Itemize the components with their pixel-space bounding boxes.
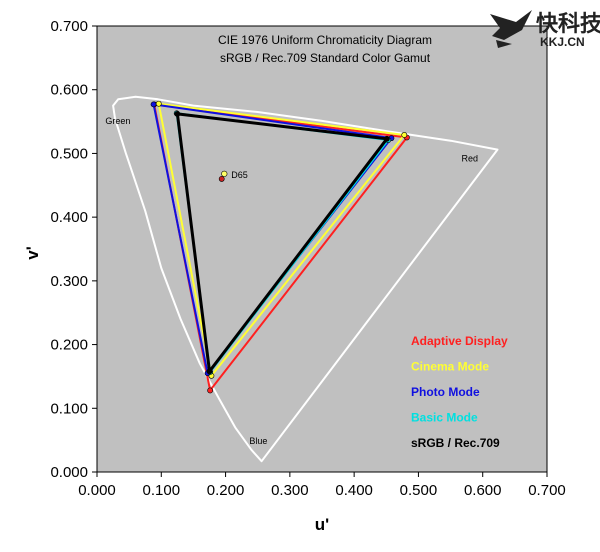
y-tick-label: 0.600	[50, 82, 88, 99]
vertex-point-photo-mode-0	[150, 101, 157, 108]
legend-entry-basic-mode: Basic Mode	[411, 411, 478, 425]
region-label-blue: Blue	[249, 436, 267, 446]
watermark-brand: 快科技	[536, 12, 600, 37]
y-tick-label: 0.500	[50, 145, 88, 162]
x-tick-label: 0.700	[528, 482, 566, 499]
chart-title: CIE 1976 Uniform Chromaticity Diagram	[218, 33, 432, 47]
chart-subtitle: sRGB / Rec.709 Standard Color Gamut	[220, 51, 431, 65]
white-point-marker	[221, 170, 228, 177]
vertex-point-adaptive-display-2	[207, 387, 214, 394]
x-axis: 0.000 0.100 0.200 0.300 0.400 0.500 0.600 0.700	[78, 472, 566, 499]
y-tick-label: 0.700	[50, 18, 88, 35]
vertex-point-srgb-rec-709-0	[174, 111, 181, 117]
vertex-markers: D65	[150, 100, 410, 394]
y-tick-label: 0.400	[50, 209, 88, 226]
white-point-marker-measured	[218, 176, 225, 182]
y-tick-label: 0.200	[50, 337, 88, 354]
white-point-label: D65	[231, 170, 248, 180]
gamut-triangle-cinema-mode	[157, 102, 406, 377]
legend: Adaptive Display Cinema Mode Photo Mode Bas…	[411, 334, 508, 450]
plot-area	[96, 25, 548, 473]
region-label-red: Red	[462, 154, 479, 164]
kkj-watermark: 快科技 KKJ.CN	[490, 10, 600, 49]
x-axis-label: u'	[315, 515, 329, 534]
x-tick-label: 0.400	[335, 482, 373, 499]
gamut-triangle-srgb-rec-709	[175, 112, 389, 373]
bird-logo-icon	[490, 10, 532, 48]
legend-entry-cinema-mode: Cinema Mode	[411, 360, 489, 374]
x-tick-label: 0.000	[78, 482, 116, 499]
x-tick-label: 0.100	[143, 482, 181, 499]
x-tick-label: 0.300	[271, 482, 309, 499]
x-tick-label: 0.500	[400, 482, 438, 499]
x-tick-label: 0.600	[464, 482, 502, 499]
vertex-point-cinema-mode-1	[401, 132, 408, 138]
region-labels: Green Red Blue	[105, 116, 478, 446]
legend-entry-adaptive-display: Adaptive Display	[411, 334, 508, 348]
y-tick-label: 0.000	[50, 464, 88, 481]
y-axis: 0.000 0.100 0.200 0.300 0.400 0.500 0.600 0.700	[50, 18, 97, 481]
gamut-triangles	[152, 102, 408, 392]
region-label-green: Green	[105, 116, 130, 126]
y-tick-label: 0.100	[50, 400, 88, 417]
x-tick-label: 0.200	[207, 482, 245, 499]
vertex-point-srgb-rec-709-2	[206, 368, 213, 375]
legend-entry-photo-mode: Photo Mode	[411, 385, 480, 399]
vertex-point-cinema-mode-0	[155, 100, 162, 107]
y-tick-label: 0.300	[50, 273, 88, 290]
y-axis-label: v'	[23, 246, 42, 260]
vertex-point-srgb-rec-709-1	[384, 135, 390, 142]
legend-entry-srgb-rec-709: sRGB / Rec.709	[411, 436, 500, 450]
watermark-url: KKJ.CN	[540, 35, 585, 49]
